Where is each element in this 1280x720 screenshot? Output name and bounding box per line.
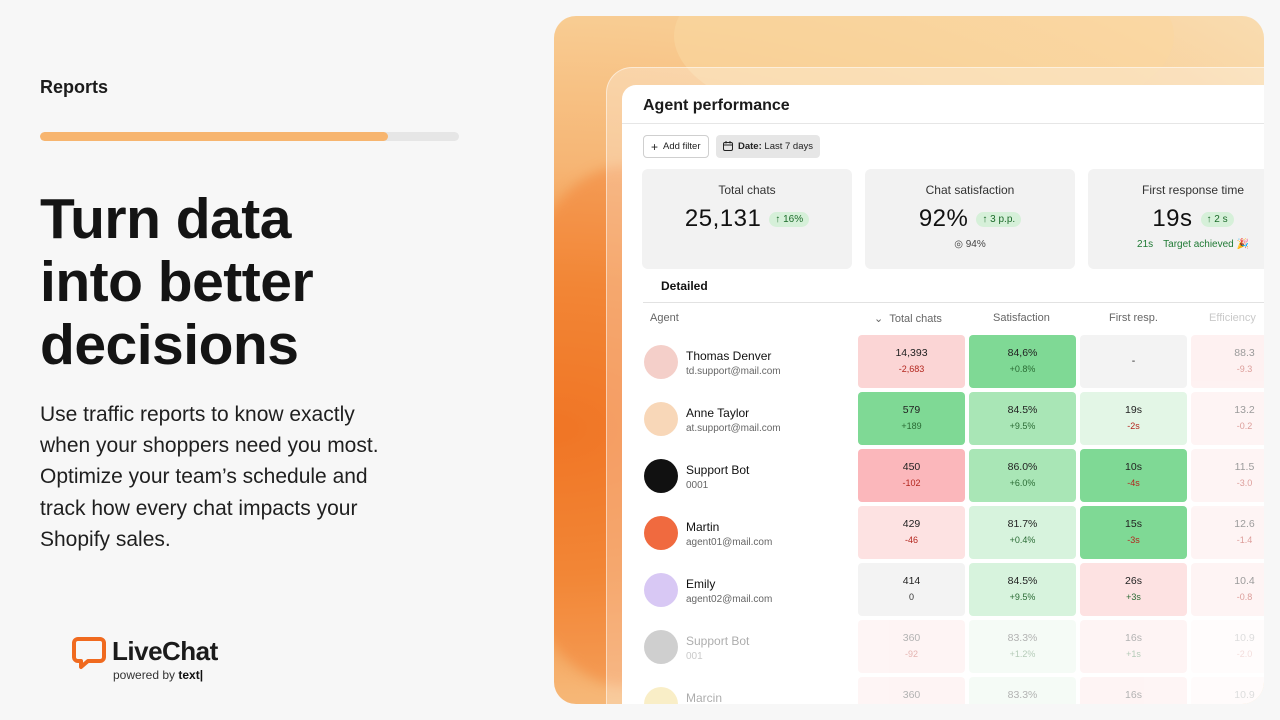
cell-first-resp: - [1080, 335, 1187, 388]
cell-efficiency: 10.9 [1191, 677, 1264, 704]
target-icon: ◎ [954, 239, 963, 250]
section-label: Reports [40, 77, 109, 97]
cell-first-resp: 26s +3s [1080, 563, 1187, 616]
table-row[interactable]: Emily agent02@mail.com 414 0 84.5% +9.5%… [622, 563, 1264, 617]
date-filter-button[interactable]: Date: Last 7 days [716, 135, 820, 158]
agent-name: Martin [686, 520, 720, 534]
plus-icon: + [651, 139, 659, 154]
cell-total-chats: 14,393 -2,683 [858, 335, 965, 388]
avatar [644, 459, 678, 493]
stat-first-response: First response time 19s ↑ 2 s 21s Target a… [1088, 169, 1264, 269]
agent-name: Thomas Denver [686, 349, 772, 363]
agent-email: 0001 [686, 480, 709, 491]
body-copy: Use traffic reports to know exactly when… [40, 403, 379, 551]
avatar [644, 516, 678, 550]
agent-email: agent02@mail.com [686, 594, 773, 605]
card-title: Agent performance [643, 97, 790, 114]
delta-badge: ↑ 2 s [1200, 211, 1234, 227]
agent-name: Support Bot [686, 463, 750, 477]
logo-powered-by: powered by text| [113, 668, 204, 682]
cell-satisfaction: 84,6% +0.8% [969, 335, 1076, 388]
avatar [644, 402, 678, 436]
chat-bubble-icon [72, 636, 106, 670]
table-row[interactable]: Support Bot 001 360 -92 83.3% +1.2% 16s … [622, 620, 1264, 674]
add-filter-button[interactable]: + Add filter [643, 135, 709, 158]
agent-email: td.support@mail.com [686, 366, 781, 377]
agent-name: Support Bot [686, 634, 750, 648]
cell-efficiency: 13.2 -0.2 [1191, 392, 1264, 445]
stat-chat-satisfaction: Chat satisfaction 92% ↑ 3 p.p. ◎ 94% [865, 169, 1075, 269]
progress-bar [40, 132, 459, 141]
agent-name: Emily [686, 577, 716, 591]
table-row[interactable]: Support Bot 0001 450 -102 86.0% +6.0% 10… [622, 449, 1264, 503]
chevron-down-icon: ⌄ [874, 313, 884, 325]
cell-efficiency: 88.3 -9.3 [1191, 335, 1264, 388]
cell-total-chats: 429 -46 [858, 506, 965, 559]
agent-performance-card: Agent performance + Add filter Date: Las… [622, 85, 1264, 704]
calendar-icon [723, 141, 733, 152]
avatar [644, 573, 678, 607]
delta-badge: ↑ 16% [769, 211, 810, 227]
headline: Turn data into better decisions [40, 188, 480, 377]
cell-efficiency: 11.5 -3.0 [1191, 449, 1264, 502]
headline-line: Turn data [40, 187, 291, 251]
table-row[interactable]: Martin agent01@mail.com 429 -46 81.7% +0… [622, 506, 1264, 560]
agent-email: at.support@mail.com [686, 423, 781, 434]
headline-line: decisions [40, 313, 299, 377]
avatar [644, 687, 678, 704]
agent-email: 001 [686, 651, 703, 662]
col-total-chats[interactable]: ⌄ Total chats [874, 313, 942, 325]
cell-first-resp: 19s -2s [1080, 392, 1187, 445]
agent-name: Marcin [686, 691, 723, 704]
delta-badge: ↑ 3 p.p. [976, 211, 1022, 227]
cell-satisfaction: 84.5% +9.5% [969, 392, 1076, 445]
cell-satisfaction: 83.3% [969, 677, 1076, 704]
cell-satisfaction: 86.0% +6.0% [969, 449, 1076, 502]
cell-total-chats: 414 0 [858, 563, 965, 616]
cell-first-resp: 15s -3s [1080, 506, 1187, 559]
col-first-resp[interactable]: First resp. [1109, 312, 1158, 324]
cell-total-chats: 360 [858, 677, 965, 704]
col-agent[interactable]: Agent [650, 312, 679, 324]
cell-first-resp: 10s -4s [1080, 449, 1187, 502]
cell-efficiency: 12.6 -1.4 [1191, 506, 1264, 559]
cell-first-resp: 16s [1080, 677, 1187, 704]
cell-efficiency: 10.4 -0.8 [1191, 563, 1264, 616]
cell-total-chats: 450 -102 [858, 449, 965, 502]
table-row[interactable]: Anne Taylor at.support@mail.com 579 +189… [622, 392, 1264, 446]
logo-name: LiveChat [112, 636, 218, 666]
hero-background: Agent performance + Add filter Date: Las… [554, 16, 1264, 704]
cell-satisfaction: 83.3% +1.2% [969, 620, 1076, 673]
agent-email: agent01@mail.com [686, 537, 773, 548]
tab-detailed[interactable]: Detailed [661, 279, 708, 293]
table-row[interactable]: Marcin 360 83.3% 16s 10.9 [622, 677, 1264, 704]
col-efficiency[interactable]: Efficiency [1209, 312, 1256, 324]
cell-first-resp: 16s +1s [1080, 620, 1187, 673]
agent-name: Anne Taylor [686, 406, 750, 420]
avatar [644, 630, 678, 664]
table-row[interactable]: Thomas Denver td.support@mail.com 14,393… [622, 335, 1264, 389]
cell-total-chats: 360 -92 [858, 620, 965, 673]
progress-fill [40, 132, 388, 141]
stat-total-chats: Total chats 25,131 ↑ 16% [642, 169, 852, 269]
cell-satisfaction: 84.5% +9.5% [969, 563, 1076, 616]
col-satisfaction[interactable]: Satisfaction [993, 312, 1050, 324]
cell-total-chats: 579 +189 [858, 392, 965, 445]
cell-efficiency: 10.9 -2.0 [1191, 620, 1264, 673]
avatar [644, 345, 678, 379]
headline-line: into better [40, 250, 314, 314]
livechat-logo: LiveChat powered by text| [72, 636, 218, 682]
cell-satisfaction: 81.7% +0.4% [969, 506, 1076, 559]
